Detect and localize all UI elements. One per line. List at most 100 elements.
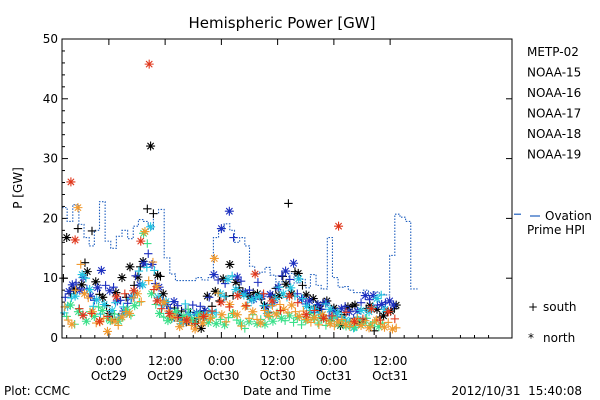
north-data-point [350,300,360,310]
south-data-point [242,301,251,310]
north-data-point [98,292,108,302]
north-marker-symbol: * [528,331,534,345]
north-data-point [164,308,174,318]
north-data-point [247,295,257,305]
north-data-point [286,283,296,293]
north-data-point [125,308,134,318]
north-data-point [169,297,179,307]
north-data-point [352,306,362,316]
y-tick-label: 20 [43,211,58,225]
north-data-point [146,141,156,151]
north-data-point [223,274,233,284]
x-tick-time-label: 12:00 [260,354,295,368]
x-tick-date-label: Oct31 [316,369,352,383]
south-data-point [358,314,368,324]
south-data-point [365,295,374,304]
south-data-point [120,289,130,298]
north-data-point [245,292,255,302]
south-data-point [236,276,246,286]
north-data-point [69,284,79,294]
north-data-point [387,324,397,334]
south-data-point [376,315,385,325]
south-data-point [75,304,84,313]
south-data-point [62,312,71,321]
footer-plot-credit: Plot: CCMC [4,384,70,398]
north-data-point [159,298,169,308]
north-data-point [73,307,83,317]
north-data-point [67,319,77,329]
south-data-point [143,239,152,248]
x-axis-label: Date and Time [243,384,331,398]
north-data-point [136,236,146,246]
north-data-point [102,326,112,336]
north-data-point [78,310,88,320]
south-data-point [293,298,302,307]
south-data-point [245,285,254,295]
south-data-point [173,301,182,310]
north-data-point [344,307,354,317]
north-data-point [249,294,259,304]
south-data-point [259,301,268,310]
south-data-point [345,322,355,331]
legend-noaa-17: NOAA-17 [527,107,581,121]
north-data-point [350,322,359,332]
north-data-point [93,283,103,293]
south-data-point [121,307,130,316]
north-data-point [364,323,374,333]
south-data-point [237,321,246,331]
south-data-point [384,318,393,327]
north-data-point [224,206,234,216]
south-data-point [356,298,366,307]
north-data-point [328,307,338,317]
north-data-point [200,305,210,315]
south-data-point [187,321,196,330]
south-data-point [89,302,98,311]
south-data-point [114,321,123,330]
north-data-point [313,300,323,310]
north-data-point [232,310,242,320]
north-data-point [199,311,209,321]
south-data-point [327,311,337,321]
north-data-point [262,308,272,318]
north-data-point [70,291,80,301]
north-data-point [287,300,297,310]
x-tick-time-label: 12:00 [373,354,408,368]
north-data-point [154,282,164,292]
north-data-point [388,300,398,310]
north-data-point [319,313,329,323]
north-data-point [70,235,80,245]
north-data-point [73,203,83,213]
south-data-point [59,274,68,283]
south-data-point [67,293,76,303]
north-data-point [117,312,127,322]
north-data-point [209,253,219,263]
north-data-point [132,289,142,299]
y-axis-label: P [GW] [11,167,25,209]
x-tick-time-label: 0:00 [320,354,347,368]
north-data-point [267,296,277,306]
south-data-point [297,320,306,330]
north-data-point [310,313,320,323]
south-data-point [63,315,73,325]
plot-frame [61,38,513,339]
legend-metp-02: METP-02 [527,45,579,59]
north-data-point [365,301,375,311]
north-data-point [215,289,225,299]
south-data-point [173,313,182,322]
north-data-point [86,291,96,301]
north-data-point [122,304,132,314]
north-data-point [81,316,91,326]
north-data-point [232,272,242,282]
south-data-point [144,276,153,285]
north-data-point [203,317,213,327]
north-data-point [383,307,393,317]
south-data-point [156,272,165,281]
south-data-point [298,294,307,303]
chart-title: Hemispheric Power [GW] [189,14,376,32]
north-data-point [147,259,157,269]
north-data-point [184,310,194,320]
north-data-point [65,300,75,310]
south-data-point [244,314,254,323]
north-data-point [107,305,117,315]
